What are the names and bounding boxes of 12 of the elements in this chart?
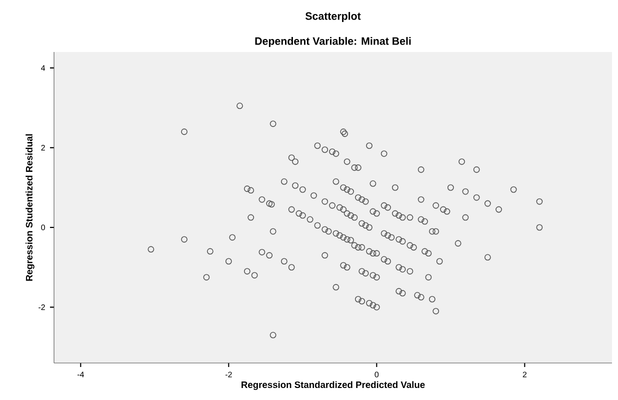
y-tick-label: 0: [41, 224, 45, 230]
y-tick-label: 4: [41, 65, 46, 71]
chart-subtitle: Dependent Variable: Minat Beli: [255, 37, 411, 47]
x-tick-label: -2: [225, 372, 232, 378]
y-tick-label: 2: [41, 144, 45, 150]
x-tick-label: 2: [522, 372, 526, 378]
chart-title: Scatterplot: [305, 12, 361, 22]
x-tick-label: 0: [374, 372, 379, 378]
y-axis-title: Regression Studentized Residual: [26, 134, 34, 281]
y-tick-label: -2: [38, 304, 45, 310]
x-tick-label: -4: [77, 372, 84, 378]
x-axis-title: Regression Standardized Predicted Value: [242, 381, 425, 390]
